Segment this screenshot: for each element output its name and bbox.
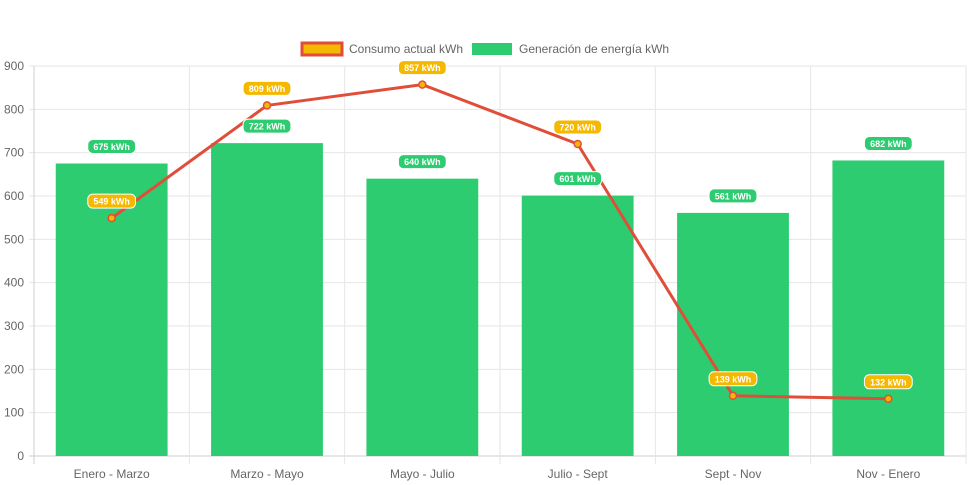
legend-label-generacion[interactable]: Generación de energía kWh xyxy=(519,42,669,56)
gridlines xyxy=(29,65,967,464)
data-label-box xyxy=(708,371,758,387)
bar xyxy=(55,163,168,456)
consumo-line xyxy=(110,83,889,401)
line-series xyxy=(107,80,893,404)
y-tick-label: 900 xyxy=(4,59,24,73)
bar xyxy=(366,178,479,456)
bar xyxy=(521,195,634,457)
y-tick-label: 600 xyxy=(4,189,24,203)
line-point xyxy=(107,213,116,223)
bar xyxy=(832,160,945,456)
legend-label-consumo[interactable]: Consumo actual kWh xyxy=(349,42,463,56)
legend-swatch-generacion[interactable] xyxy=(472,43,512,55)
y-tick-label: 500 xyxy=(4,232,24,246)
y-tick-label: 800 xyxy=(4,102,24,116)
data-label: 675 kWh xyxy=(93,142,130,152)
x-tick-label: Sept - Nov xyxy=(705,467,762,481)
data-label-box xyxy=(242,118,292,134)
data-label: 132 kWh xyxy=(870,377,907,387)
y-tick-label: 400 xyxy=(4,276,24,290)
data-label: 720 kWh xyxy=(559,123,596,133)
x-tick-label: Nov - Enero xyxy=(856,467,920,481)
data-label-box xyxy=(242,80,292,96)
data-label-box xyxy=(708,188,758,204)
data-label-box xyxy=(397,60,447,76)
x-tick-label: Marzo - Mayo xyxy=(230,467,304,481)
bar-series xyxy=(55,143,945,457)
y-tick-label: 200 xyxy=(4,362,24,376)
data-label-box xyxy=(553,119,603,135)
data-label: 561 kWh xyxy=(715,191,752,201)
data-label: 682 kWh xyxy=(870,139,907,149)
data-label: 722 kWh xyxy=(249,122,286,132)
data-label: 857 kWh xyxy=(404,63,441,73)
line-point xyxy=(418,80,427,89)
data-label: 640 kWh xyxy=(404,157,441,167)
x-tick-label: Julio - Sept xyxy=(548,467,609,481)
legend[interactable]: Consumo actual kWh Generación de energía… xyxy=(300,41,669,57)
y-tick-label: 700 xyxy=(4,146,24,160)
bar xyxy=(211,143,323,456)
data-label-box xyxy=(87,193,137,209)
data-labels: 675 kWh 722 kWh 640 kWh 601 kWh 561 kWh 682 k… xyxy=(87,60,913,390)
axes: 0 100 200 300 400 500 600 700 800 900 Enero - Marz… xyxy=(4,59,921,481)
data-label: 549 kWh xyxy=(93,197,130,207)
legend-swatch-consumo[interactable] xyxy=(300,41,344,57)
x-tick-label: Enero - Marzo xyxy=(74,467,150,481)
data-label: 809 kWh xyxy=(249,84,286,94)
x-tick-label: Mayo - Julio xyxy=(390,467,455,481)
data-label-box xyxy=(863,135,913,151)
data-label: 601 kWh xyxy=(559,174,596,184)
data-label-box xyxy=(87,139,137,154)
line-point xyxy=(884,394,893,404)
y-tick-label: 300 xyxy=(4,319,24,333)
data-label: 139 kWh xyxy=(715,374,752,384)
line-point xyxy=(573,139,582,149)
y-tick-label: 0 xyxy=(17,449,24,463)
data-label-box xyxy=(863,374,913,390)
line-point xyxy=(262,101,272,110)
y-tick-label: 100 xyxy=(4,406,24,420)
line-point xyxy=(728,391,738,401)
data-label-box xyxy=(553,171,603,187)
data-label-box xyxy=(397,154,447,170)
